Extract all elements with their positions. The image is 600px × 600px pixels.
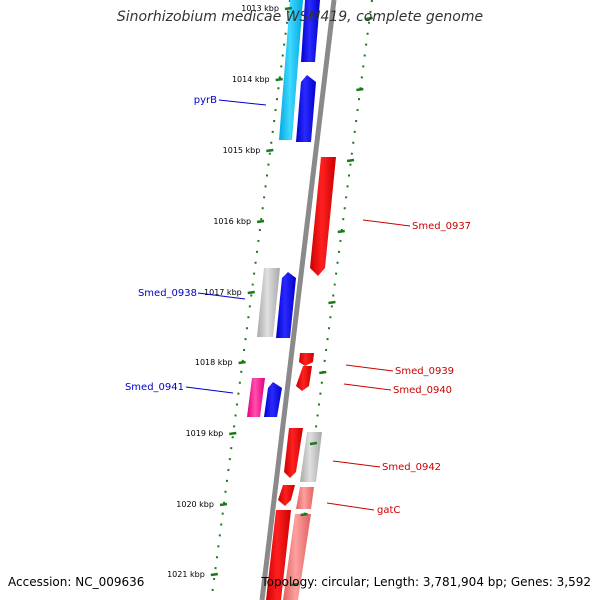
gene-gatC (278, 485, 295, 506)
gene-forward (301, 0, 320, 62)
backbone-line (259, 0, 337, 600)
gene-label-Smed_0937: Smed_0937 (412, 221, 471, 232)
tick-mark-outer (337, 229, 345, 234)
tick-label: 1019 kbp (186, 429, 224, 438)
tick-label: 1014 kbp (232, 75, 270, 84)
label-leader-line (332, 460, 381, 468)
tick-mark (238, 360, 246, 365)
tick-mark (275, 77, 283, 82)
kbp-ticks: 1013 kbp 1014 kbp 1015 kbp 1016 kbp 1017 kbp… (167, 4, 373, 587)
gene-Smed_0939 (299, 353, 314, 366)
tick-mark (219, 502, 228, 507)
gene-salmon-bottom (283, 514, 311, 600)
gene-label-Smed_0938: Smed_0938 (138, 288, 197, 299)
gene-Smed_0940 (296, 366, 312, 391)
gene-salmon (296, 487, 314, 509)
tick-label: 1015 kbp (223, 146, 261, 155)
gene-grey (257, 268, 280, 337)
gene-pink (247, 378, 265, 417)
label-leader-line (343, 383, 392, 391)
tick-track-dots (211, 0, 373, 596)
label-leader-line (326, 502, 375, 511)
gene-label-pyrB: pyrB (194, 95, 217, 106)
inner-dotted-track (211, 0, 291, 596)
tick-label: 1020 kbp (176, 500, 214, 509)
genome-summary-text: Topology: circular; Length: 3,781,904 bp… (261, 575, 591, 589)
label-leader-line (362, 219, 411, 227)
tick-mark-outer (309, 441, 318, 446)
tick-mark-outer (356, 87, 364, 92)
gene-label-Smed_0941: Smed_0941 (125, 382, 184, 393)
gene-label-Smed_0940: Smed_0940 (393, 385, 452, 396)
label-leader-line (345, 364, 394, 372)
tick-mark (210, 572, 218, 577)
tick-label: 1013 kbp (241, 4, 279, 13)
tick-mark (256, 219, 265, 224)
gene-label-Smed_0939: Smed_0939 (395, 366, 454, 377)
tick-label: 1018 kbp (195, 358, 233, 367)
gene-red-bottom (266, 510, 291, 600)
gene-grey-2 (300, 432, 322, 482)
gene-Smed_0937 (310, 157, 336, 276)
tick-label: 1021 kbp (167, 570, 205, 579)
tick-mark-outer (365, 16, 373, 21)
gene-Smed_0941 (264, 382, 282, 417)
genome-backbone (259, 0, 337, 600)
tick-label: 1017 kbp (204, 288, 242, 297)
gene-cyan (279, 0, 303, 140)
tick-mark-outer (291, 582, 299, 587)
gene-Smed_0942 (284, 428, 303, 478)
gene-features (247, 0, 336, 600)
gene-labels: pyrB Smed_0938 Smed_0941 Smed_0937 Smed_0939… (125, 95, 471, 516)
tick-mark-outer (319, 370, 327, 375)
tick-mark-outer (346, 158, 355, 163)
gene-Smed_0938 (276, 272, 296, 338)
label-leader-line (218, 99, 267, 106)
tick-mark (266, 148, 274, 153)
gene-pyrB (296, 75, 316, 142)
tick-mark-outer (328, 300, 336, 305)
tick-mark (229, 431, 237, 436)
map-title: Sinorhizobium medicae WSM419, complete g… (116, 9, 484, 25)
tick-mark (284, 6, 293, 11)
gene-label-Smed_0942: Smed_0942 (382, 462, 441, 473)
tick-mark (247, 290, 255, 295)
accession-text: Accession: NC_009636 (8, 575, 145, 589)
label-leader-line (185, 386, 234, 394)
tick-label: 1016 kbp (213, 217, 251, 226)
tick-mark-outer (300, 512, 308, 517)
gene-label-gatC: gatC (377, 505, 400, 516)
label-leader-line (197, 292, 246, 300)
outer-dotted-track (293, 0, 373, 596)
